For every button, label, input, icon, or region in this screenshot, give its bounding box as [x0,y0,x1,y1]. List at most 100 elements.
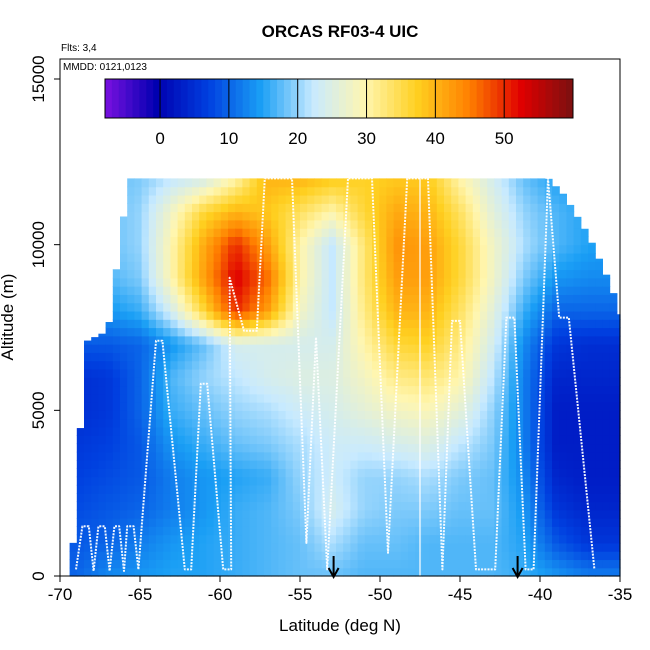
heatmap-cell [386,385,395,395]
heatmap-cell [364,385,373,395]
heatmap-cell [307,327,315,337]
heatmap-cell [192,252,200,262]
heatmap-cell [278,335,287,345]
heatmap-cell [120,534,128,544]
heatmap-cell [184,178,193,188]
heatmap-cell [386,493,395,503]
heatmap-cell [98,393,107,403]
heatmap-cell [350,178,359,188]
heatmap-cell [235,418,243,428]
heatmap-cell [559,551,567,561]
heatmap-cell [321,567,330,577]
heatmap-cell [393,211,402,221]
heatmap-cell [120,344,128,353]
heatmap-cell [480,567,488,577]
heatmap-cell [141,393,150,403]
heatmap-cell [120,385,128,395]
heatmap-cell [192,393,200,403]
heatmap-cell [559,228,567,237]
heatmap-cell [400,567,409,577]
heatmap-cell [328,286,337,295]
heatmap-cell [609,319,618,329]
heatmap-cell [602,277,611,287]
heatmap-cell [314,551,323,561]
heatmap-cell [480,551,488,561]
heatmap-cell [436,211,445,221]
heatmap-cell [444,261,452,271]
heatmap-cell [213,501,222,511]
heatmap-cell [307,228,315,237]
heatmap-cell [256,526,265,536]
x-axis-ticks: -70 -65 -60 -55 -50 -45 -40 -35 [48,576,632,604]
heatmap-cell [278,418,287,428]
heatmap-cell [336,418,344,428]
heatmap-cell [127,344,135,353]
colorbar-cell [414,79,423,118]
heatmap-cell [271,286,279,295]
colorbar-cell [215,79,223,118]
heatmap-cell [256,509,265,519]
heatmap-cell [516,468,524,478]
heatmap-cell [357,368,366,378]
heatmap-cell [242,335,251,345]
heatmap-cell [415,294,423,304]
heatmap-cell [501,368,510,378]
heatmap-cell [300,567,308,577]
heatmap-cell [364,551,373,561]
heatmap-cell [292,186,301,196]
heatmap-cell [552,194,560,204]
heatmap-cell [242,393,251,403]
heatmap-cell [372,228,380,237]
heatmap-cell [458,178,467,188]
heatmap-cell [343,335,351,345]
heatmap-cell [588,277,596,287]
heatmap-cell [552,203,560,213]
heatmap-cell [501,327,510,337]
heatmap-cell [213,310,222,320]
heatmap-cell [206,203,215,213]
heatmap-cell [321,203,330,213]
heatmap-cell [494,393,503,403]
heatmap-cell [465,294,474,304]
heatmap-cell [458,418,467,428]
heatmap-cell [566,410,575,420]
heatmap-cell [84,542,92,552]
heatmap-cell [408,501,416,511]
heatmap-cell [580,509,589,519]
heatmap-cell [184,542,193,552]
heatmap-cell [350,244,359,254]
heatmap-cell [199,443,207,453]
heatmap-cell [494,319,503,329]
heatmap-cell [609,451,618,461]
heatmap-cell [328,501,337,511]
heatmap-cell [552,493,560,503]
heatmap-cell [256,418,265,428]
heatmap-cell [292,302,301,312]
heatmap-cell [321,468,330,478]
heatmap-cell [544,551,553,561]
heatmap-cell [105,468,114,478]
heatmap-cell [530,252,539,262]
heatmap-cell [271,484,279,494]
heatmap-cell [177,319,186,329]
heatmap-cell [177,476,186,486]
heatmap-cell [379,368,387,378]
heatmap-cell [163,335,171,345]
heatmap-cell [192,426,200,436]
heatmap-cell [213,186,222,196]
heatmap-cell [429,402,438,411]
heatmap-cell [400,484,409,494]
heatmap-cell [328,534,337,544]
heatmap-cell [206,277,215,287]
heatmap-cell [98,385,107,395]
heatmap-cell [516,219,524,229]
heatmap-cell [256,310,265,320]
heatmap-cell [285,402,294,411]
heatmap-cell [343,542,351,552]
colorbar-cell [394,79,402,118]
heatmap-cell [588,294,596,304]
heatmap-cell [328,327,337,337]
colorbar-cell [387,79,395,118]
heatmap-cell [602,551,611,561]
heatmap-cell [350,451,359,461]
